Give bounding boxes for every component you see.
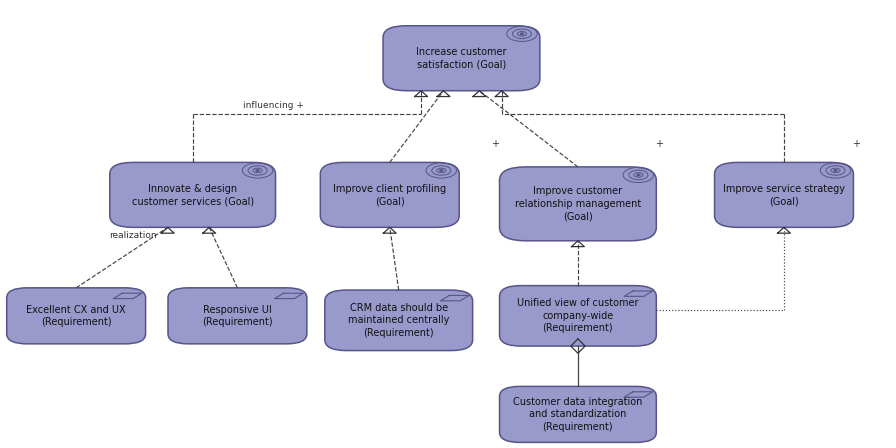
Text: Increase customer
satisfaction (Goal): Increase customer satisfaction (Goal)	[416, 47, 507, 69]
Text: +: +	[655, 139, 662, 149]
Text: Customer data integration
and standardization
(Requirement): Customer data integration and standardiz…	[513, 397, 642, 432]
Text: Responsive UI
(Requirement): Responsive UI (Requirement)	[202, 305, 272, 327]
Text: +: +	[852, 139, 859, 149]
Text: Unified view of customer
company-wide
(Requirement): Unified view of customer company-wide (R…	[517, 298, 639, 333]
Circle shape	[637, 174, 640, 176]
Text: influencing +: influencing +	[243, 101, 304, 110]
Text: CRM data should be
maintained centrally
(Requirement): CRM data should be maintained centrally …	[348, 303, 450, 338]
FancyBboxPatch shape	[500, 167, 656, 241]
Circle shape	[521, 33, 523, 34]
Text: realization: realization	[108, 231, 157, 240]
Text: Improve customer
relationship management
(Goal): Improve customer relationship management…	[515, 186, 641, 221]
FancyBboxPatch shape	[109, 163, 276, 228]
Circle shape	[256, 170, 259, 171]
Circle shape	[834, 170, 837, 171]
Text: Innovate & design
customer services (Goal): Innovate & design customer services (Goa…	[132, 184, 254, 206]
Text: Improve service strategy
(Goal): Improve service strategy (Goal)	[723, 184, 845, 206]
FancyBboxPatch shape	[324, 290, 473, 351]
FancyBboxPatch shape	[321, 163, 460, 228]
FancyBboxPatch shape	[383, 26, 540, 91]
FancyBboxPatch shape	[168, 288, 306, 344]
Text: Excellent CX and UX
(Requirement): Excellent CX and UX (Requirement)	[26, 305, 126, 327]
Text: Improve client profiling
(Goal): Improve client profiling (Goal)	[333, 184, 446, 206]
Circle shape	[440, 170, 443, 171]
FancyBboxPatch shape	[7, 288, 145, 344]
FancyBboxPatch shape	[500, 386, 656, 443]
Text: +: +	[492, 139, 499, 149]
FancyBboxPatch shape	[715, 163, 854, 228]
FancyBboxPatch shape	[500, 286, 656, 346]
